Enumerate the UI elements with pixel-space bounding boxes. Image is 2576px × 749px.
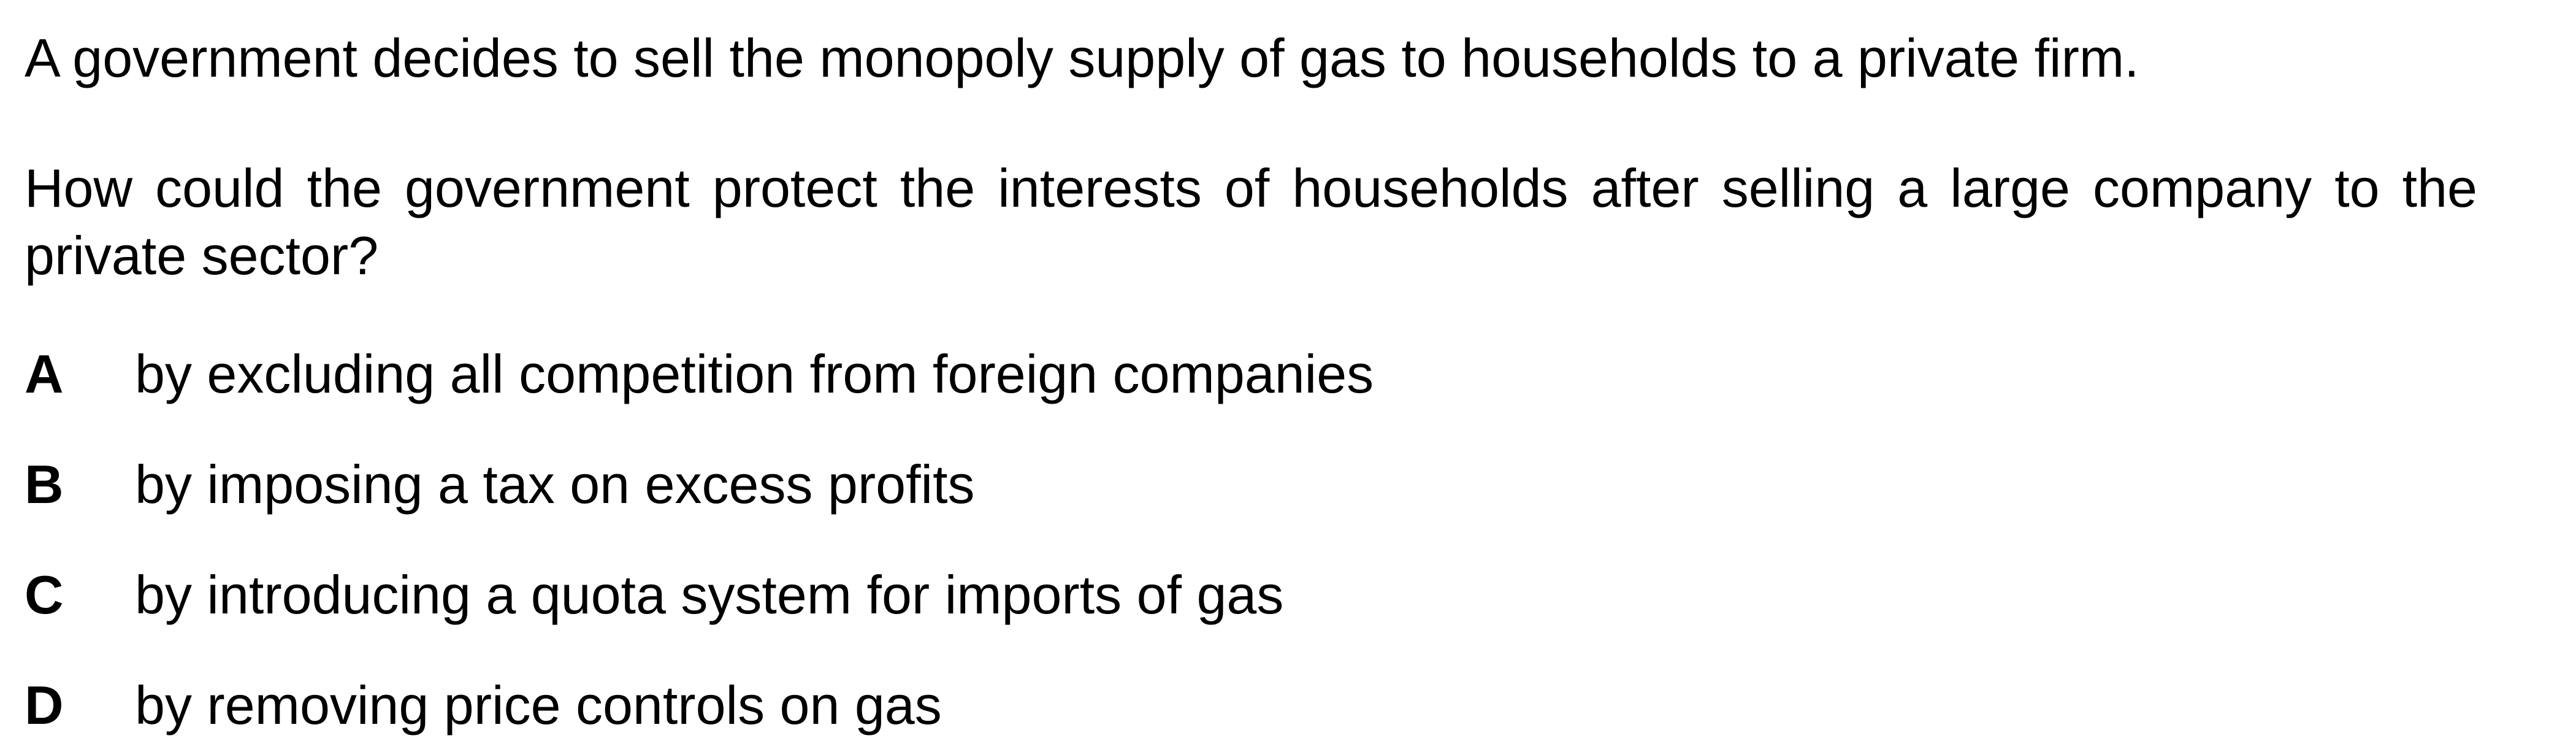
option-text: by introducing a quota system for import… [135, 564, 1284, 625]
option-text: by removing price controls on gas [135, 675, 942, 736]
option-letter: B [25, 454, 64, 515]
option-letter: A [25, 344, 64, 404]
question-intro: A government decides to sell the monopol… [25, 28, 2139, 88]
question-stem: How could the government protect the int… [25, 158, 2477, 286]
option-letter: C [25, 564, 64, 625]
option-letter: D [25, 675, 64, 736]
option-text: by excluding all competition from foreig… [135, 344, 1374, 404]
option-text: by imposing a tax on excess profits [135, 454, 975, 515]
